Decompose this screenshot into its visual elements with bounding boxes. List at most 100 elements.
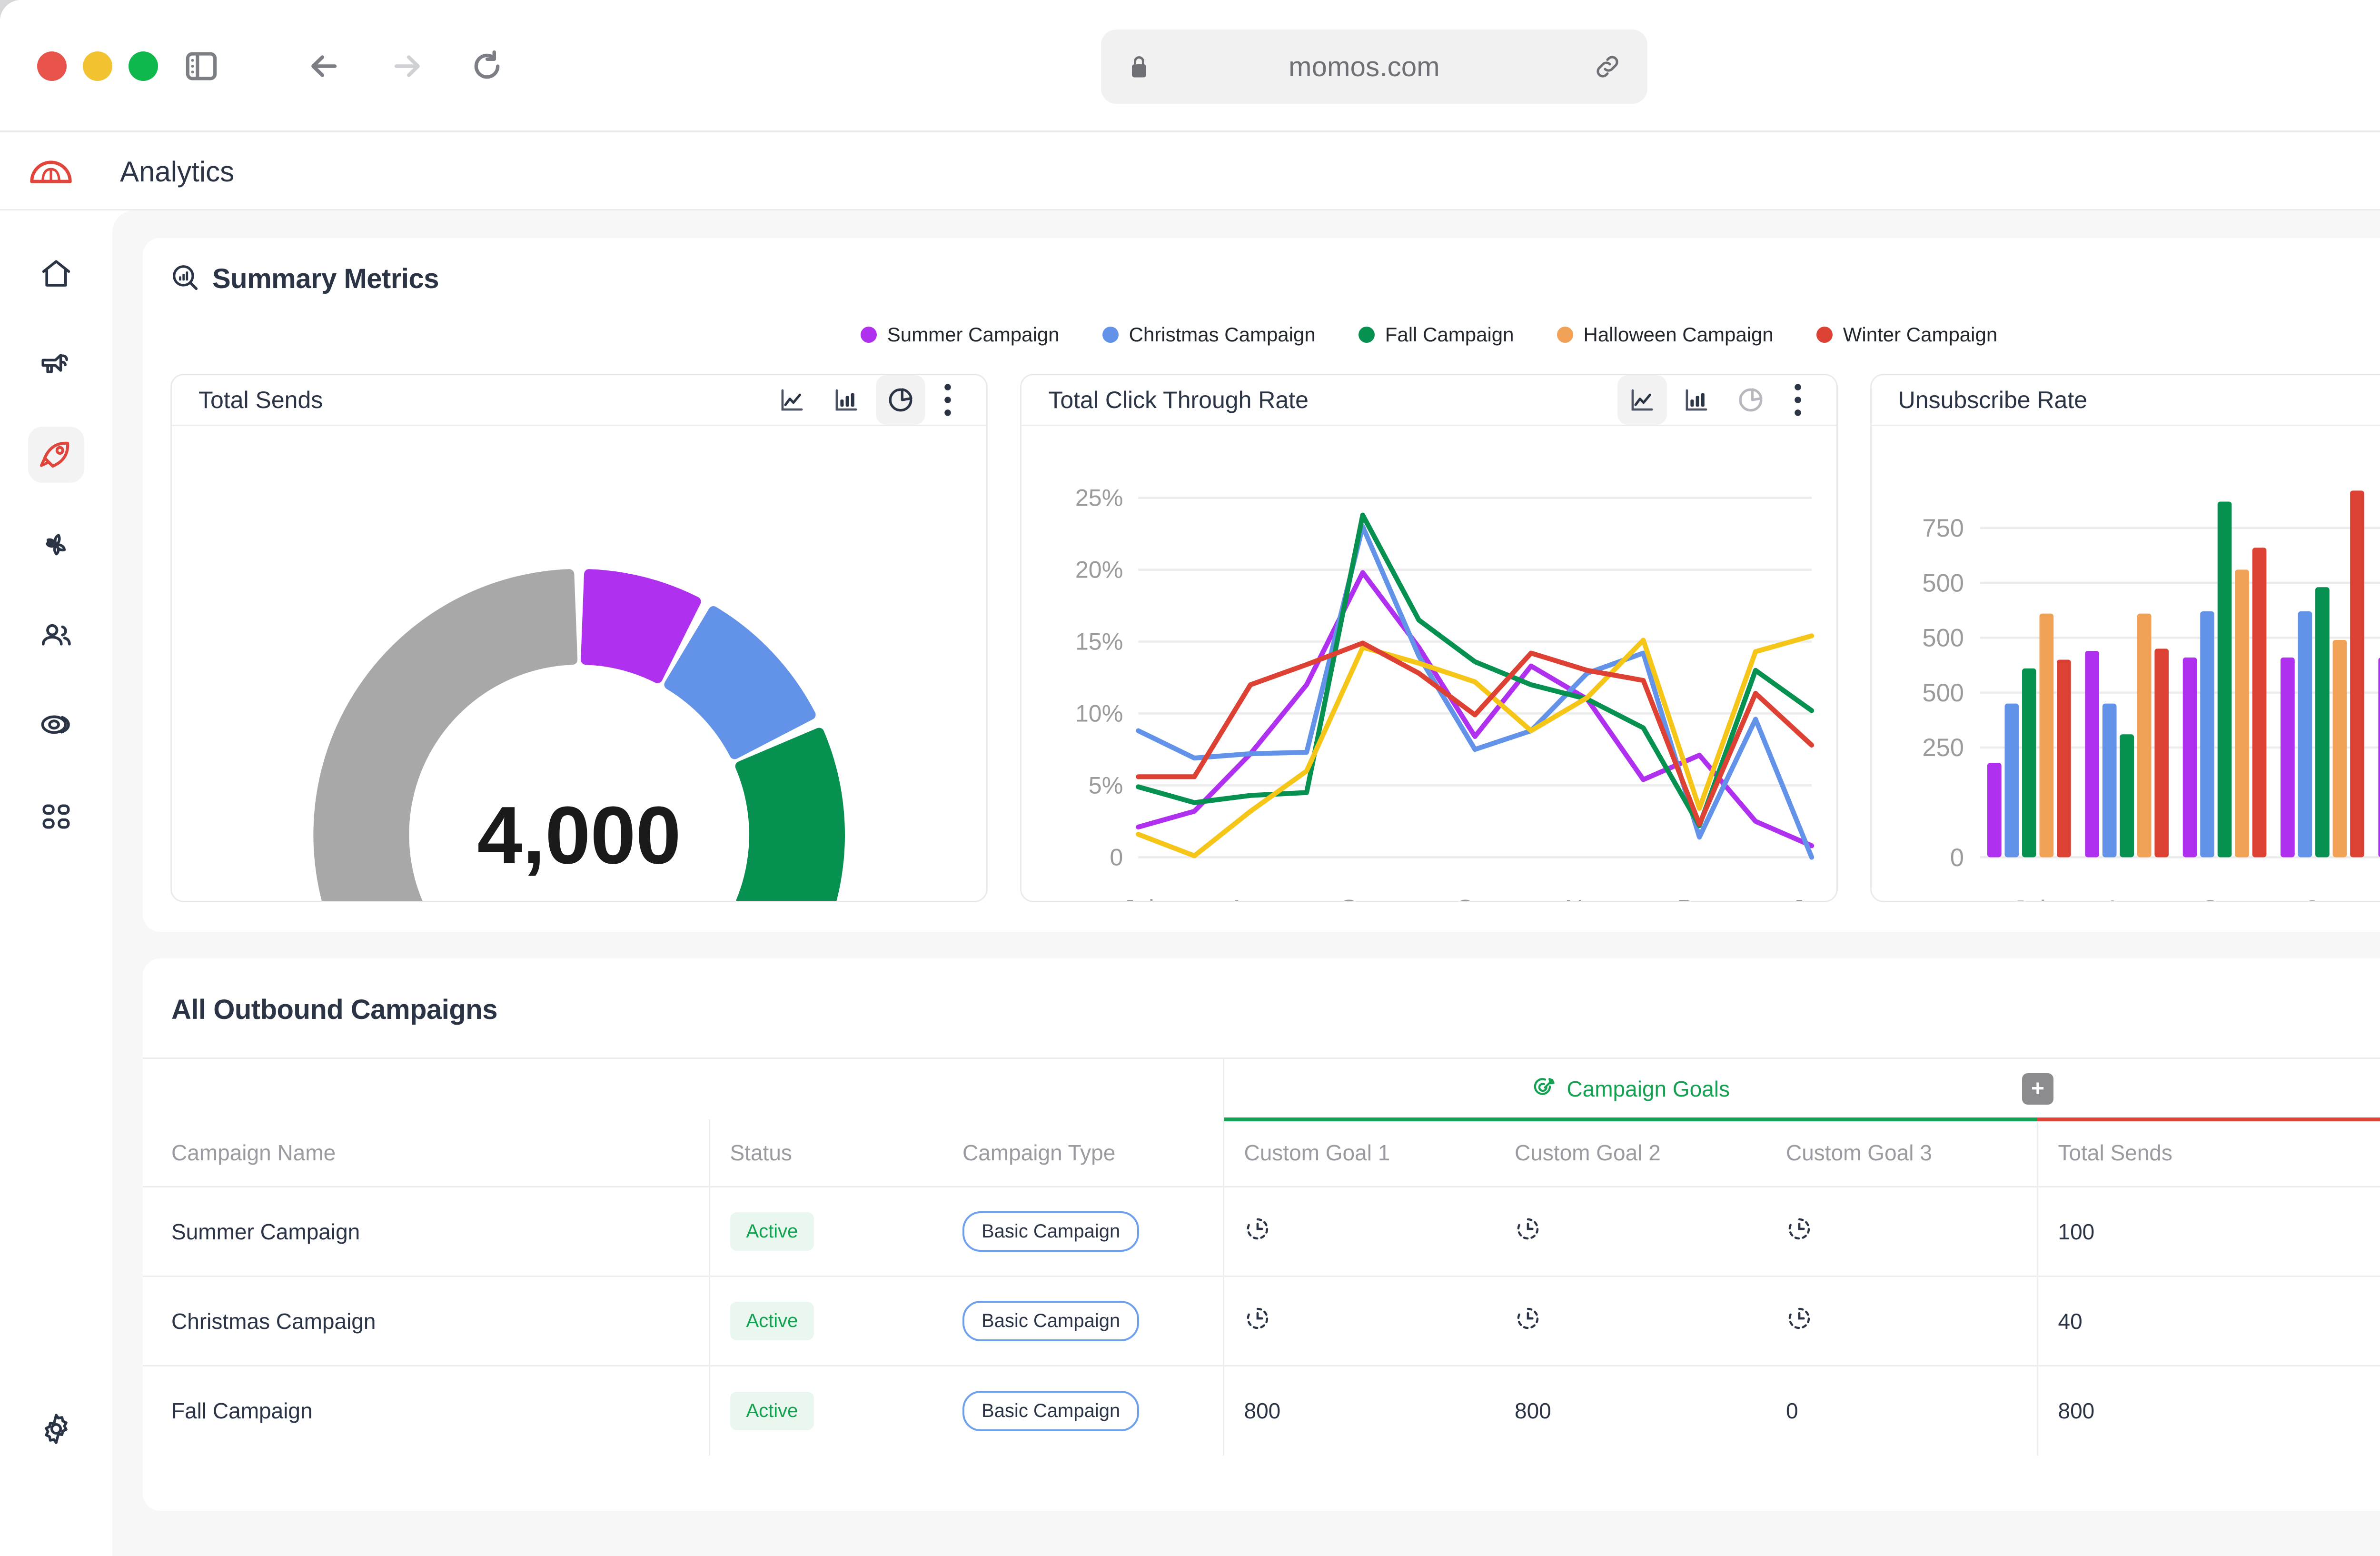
donut-segment[interactable]	[581, 569, 701, 683]
bar[interactable]	[2004, 703, 2019, 858]
pie-chart-icon[interactable]	[876, 375, 926, 425]
donut-segment[interactable]	[664, 606, 816, 759]
y-tick-label: 250	[1922, 734, 1964, 762]
line-chart-icon[interactable]	[1617, 375, 1667, 425]
bar[interactable]	[2252, 548, 2267, 858]
reload-icon[interactable]	[462, 41, 512, 91]
momos-logo-icon[interactable]	[23, 158, 79, 186]
column-campaign-name[interactable]: Campaign Name	[171, 1140, 336, 1165]
sidebar-item-home[interactable]	[28, 246, 84, 302]
goals-underline	[1224, 1117, 2037, 1121]
cell-total-failed-sends: 40	[2366, 1277, 2380, 1366]
legend-item[interactable]: Halloween Campaign	[1557, 323, 1774, 346]
campaign-type-pill[interactable]: Basic Campaign	[962, 1390, 1140, 1431]
sidebar-item-outreach[interactable]	[28, 336, 84, 392]
bar[interactable]	[2056, 659, 2071, 858]
metrics-group	[2037, 1057, 2380, 1121]
bar[interactable]	[2200, 611, 2214, 858]
campaigns-table: Campaign Goals + Actions	[143, 1057, 2380, 1456]
campaign-type-pill[interactable]: Basic Campaign	[962, 1211, 1140, 1252]
x-tick-label: Oct	[2302, 895, 2342, 902]
bar[interactable]	[2039, 613, 2053, 858]
bar[interactable]	[2085, 651, 2099, 858]
bar-chart-icon[interactable]	[1672, 375, 1721, 425]
y-tick-label: 500	[1922, 569, 1964, 597]
add-goal-button[interactable]: +	[2022, 1073, 2053, 1105]
bar-chart: 7505005005002500JulAugSepOctNovDecJan	[1872, 426, 2380, 902]
bar[interactable]	[2120, 734, 2134, 858]
campaign-type-pill[interactable]: Basic Campaign	[962, 1301, 1140, 1341]
line-series[interactable]	[1136, 633, 1815, 858]
bar[interactable]	[2378, 658, 2380, 858]
kebab-menu-icon[interactable]	[1780, 375, 1815, 425]
cell-campaign-type: Basic Campaign	[942, 1366, 1223, 1456]
bar[interactable]	[2217, 501, 2232, 858]
sidebar-item-automations[interactable]	[28, 517, 84, 573]
close-window-button[interactable]	[37, 51, 67, 81]
line-series[interactable]	[1136, 570, 1815, 848]
column-total-failed-sends[interactable]: Total Failed S	[2366, 1119, 2380, 1187]
arrow-left-icon[interactable]	[300, 41, 350, 91]
bar-chart-icon[interactable]	[822, 375, 871, 425]
line-series[interactable]	[1136, 640, 1815, 827]
sidebar-toggle-icon[interactable]	[176, 41, 227, 91]
legend-color-dot	[1358, 327, 1375, 343]
bar[interactable]	[2102, 703, 2117, 858]
browser-chrome: momos.com	[0, 0, 2380, 132]
column-custom-goal-2[interactable]: Custom Goal 2	[1515, 1140, 1661, 1165]
bar[interactable]	[2182, 657, 2197, 858]
line-series[interactable]	[1136, 524, 1815, 860]
pie-chart-icon[interactable]	[1726, 375, 1775, 425]
bar[interactable]	[2298, 611, 2312, 858]
column-total-sends[interactable]: Total Sends	[2036, 1119, 2366, 1187]
table-row[interactable]: Fall Campaign Active Basic Campaign 800 800 0…	[143, 1366, 2380, 1456]
donut-segment[interactable]	[313, 569, 578, 902]
line-chart-icon[interactable]	[767, 375, 817, 425]
sidebar-item-settings[interactable]	[28, 1401, 84, 1457]
column-campaign-type[interactable]: Campaign Type	[962, 1140, 1116, 1165]
summary-title: Summary Metrics	[212, 263, 439, 294]
bar[interactable]	[2332, 639, 2347, 858]
legend-item[interactable]: Fall Campaign	[1358, 323, 1514, 346]
table-row[interactable]: Christmas Campaign Active Basic Campaign 40…	[143, 1276, 2380, 1366]
address-bar[interactable]: momos.com	[1101, 30, 1647, 104]
x-tick-label: Nov	[1565, 895, 1610, 902]
cell-campaign-name: Christmas Campaign	[171, 1308, 376, 1334]
sidebar-item-apps[interactable]	[28, 788, 84, 845]
sidebar-item-locations[interactable]	[28, 698, 84, 754]
minimize-window-button[interactable]	[83, 51, 112, 81]
bar[interactable]	[2154, 648, 2169, 858]
legend-item[interactable]: Christmas Campaign	[1102, 323, 1316, 346]
bar[interactable]	[2350, 490, 2364, 858]
link-icon[interactable]	[1594, 53, 1621, 80]
bar[interactable]	[2137, 613, 2152, 858]
x-tick-label: Jul	[2013, 895, 2046, 902]
bar[interactable]	[2315, 587, 2330, 858]
column-status[interactable]: Status	[708, 1119, 942, 1187]
cell-custom-goal: 800	[1515, 1398, 1551, 1424]
legend-color-dot	[1816, 327, 1833, 343]
sidebar	[0, 210, 112, 1556]
legend-item[interactable]: Summer Campaign	[860, 323, 1060, 346]
legend-item[interactable]: Winter Campaign	[1816, 323, 1997, 346]
donut-segment[interactable]	[687, 728, 845, 902]
bar[interactable]	[2022, 668, 2036, 858]
sidebar-item-campaigns[interactable]	[28, 427, 84, 483]
bar[interactable]	[2280, 657, 2295, 858]
arrow-right-icon[interactable]	[381, 41, 431, 91]
table-row[interactable]: Summer Campaign Active Basic Campaign 10010…	[143, 1187, 2380, 1277]
bar[interactable]	[1987, 763, 2002, 858]
bar[interactable]	[2234, 569, 2249, 858]
empty-group-cell	[143, 1057, 1223, 1119]
cell-custom-goal	[1766, 1187, 2037, 1277]
timer-icon	[1515, 1218, 1541, 1247]
table-header-row: Campaign Name Status Campaign Type Custo…	[143, 1119, 2380, 1187]
kebab-menu-icon[interactable]	[930, 375, 965, 425]
column-custom-goal-3[interactable]: Custom Goal 3	[1786, 1140, 1932, 1165]
timer-icon	[1786, 1218, 1813, 1247]
sidebar-item-customers[interactable]	[28, 608, 84, 664]
maximize-window-button[interactable]	[129, 51, 158, 81]
status-badge: Active	[730, 1302, 814, 1340]
column-custom-goal-1[interactable]: Custom Goal 1	[1222, 1119, 1495, 1187]
